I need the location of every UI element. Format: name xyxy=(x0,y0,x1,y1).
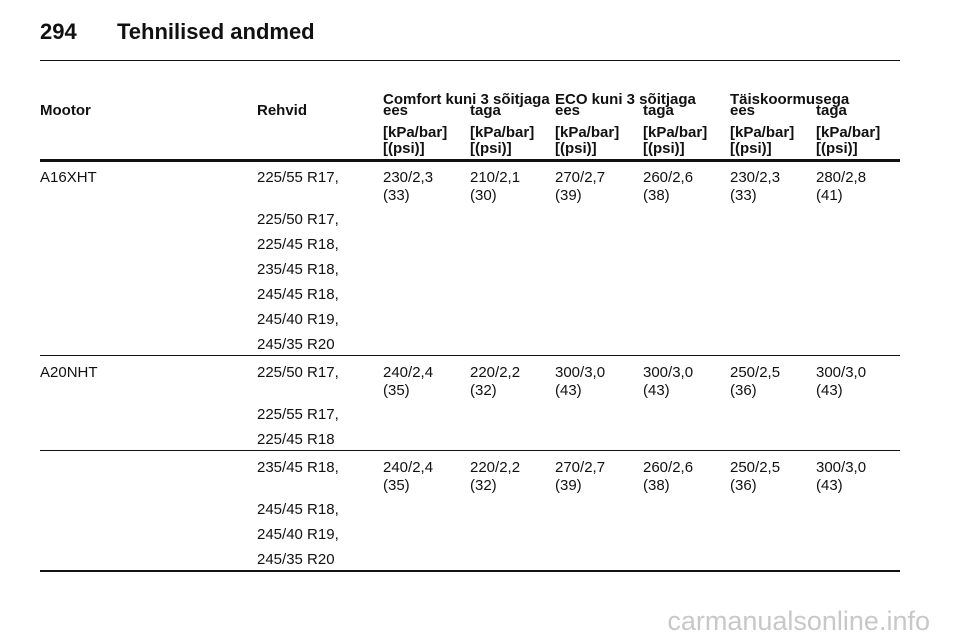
tyre-size: 245/40 R19, xyxy=(257,311,339,328)
column-header: Mootor xyxy=(40,102,91,119)
engine: A16XHT xyxy=(40,169,97,186)
tyre-size: 225/45 R18 xyxy=(257,431,335,448)
pressure: (43) xyxy=(643,382,670,399)
group-header: Täiskoormusega xyxy=(730,91,850,108)
row-rule xyxy=(40,450,900,451)
unit-label: [kPa/bar] xyxy=(730,124,795,141)
header-rule xyxy=(40,159,900,162)
group-header: ECO kuni 3 sõitjaga xyxy=(555,91,696,108)
group-header: Comfort kuni 3 sõitjaga xyxy=(383,91,550,108)
pressure: (32) xyxy=(470,477,497,494)
pressure: (35) xyxy=(383,382,410,399)
pressure: 300/3,0 xyxy=(816,364,867,381)
pressure: 300/3,0 xyxy=(816,459,867,476)
pressure: 240/2,4 xyxy=(383,364,434,381)
page-number: 294 xyxy=(40,19,77,44)
tyre-size: 235/45 R18, xyxy=(257,459,339,476)
column-header: ees xyxy=(555,102,581,119)
page-title: Tehnilised andmed xyxy=(117,19,315,44)
pressure: (36) xyxy=(730,477,757,494)
tyre-size: 225/50 R17, xyxy=(257,364,339,381)
pressure: 210/2,1 xyxy=(470,169,521,186)
column-header: taga xyxy=(643,102,674,119)
unit-label: [(psi)] xyxy=(470,140,512,157)
pressure: (33) xyxy=(383,187,410,204)
pressure: 270/2,7 xyxy=(555,169,606,186)
column-header: ees xyxy=(383,102,409,119)
unit-label: [(psi)] xyxy=(816,140,858,157)
column-header: taga xyxy=(470,102,501,119)
pressure: (33) xyxy=(730,187,757,204)
pressure: 260/2,6 xyxy=(643,459,694,476)
unit-label: [kPa/bar] xyxy=(643,124,708,141)
tyre-size: 245/45 R18, xyxy=(257,501,339,518)
unit-label: [kPa/bar] xyxy=(470,124,535,141)
unit-label: [(psi)] xyxy=(730,140,772,157)
pressure: (39) xyxy=(555,187,582,204)
unit-label: [(psi)] xyxy=(555,140,597,157)
pressure: 250/2,5 xyxy=(730,364,781,381)
column-header: ees xyxy=(730,102,756,119)
pressure: 220/2,2 xyxy=(470,364,521,381)
pressure: (36) xyxy=(730,382,757,399)
unit-label: [kPa/bar] xyxy=(816,124,881,141)
engine: A20NHT xyxy=(40,364,98,381)
pressure: (43) xyxy=(555,382,582,399)
tyre-size: 245/45 R18, xyxy=(257,286,339,303)
tyre-size: 225/55 R17, xyxy=(257,406,339,423)
pressure: (30) xyxy=(470,187,497,204)
pressure: (39) xyxy=(555,477,582,494)
pressure: 260/2,6 xyxy=(643,169,694,186)
pressure: (38) xyxy=(643,477,670,494)
tyre-size: 225/55 R17, xyxy=(257,169,339,186)
pressure: (43) xyxy=(816,477,843,494)
pressure: 300/3,0 xyxy=(643,364,694,381)
pressure: 270/2,7 xyxy=(555,459,606,476)
pressure: (35) xyxy=(383,477,410,494)
unit-label: [kPa/bar] xyxy=(383,124,448,141)
pressure: 230/2,3 xyxy=(383,169,434,186)
unit-label: [(psi)] xyxy=(383,140,425,157)
tyre-size: 225/45 R18, xyxy=(257,236,339,253)
pressure: 240/2,4 xyxy=(383,459,434,476)
tyre-size: 235/45 R18, xyxy=(257,261,339,278)
pressure: 280/2,8 xyxy=(816,169,867,186)
unit-label: [(psi)] xyxy=(643,140,685,157)
unit-label: [kPa/bar] xyxy=(555,124,620,141)
pressure: 300/3,0 xyxy=(555,364,606,381)
pressure: 250/2,5 xyxy=(730,459,781,476)
pressure: (32) xyxy=(470,382,497,399)
pressure: (41) xyxy=(816,187,843,204)
pressure: (38) xyxy=(643,187,670,204)
column-header: taga xyxy=(816,102,847,119)
column-header: Rehvid xyxy=(257,102,308,119)
pressure: 220/2,2 xyxy=(470,459,521,476)
tyre-size: 245/40 R19, xyxy=(257,526,339,543)
row-rule xyxy=(40,570,900,572)
watermark: carmanualsonline.info xyxy=(667,606,930,636)
tyre-size: 245/35 R20 xyxy=(257,336,335,353)
tyre-size: 245/35 R20 xyxy=(257,551,335,568)
pressure: (43) xyxy=(816,382,843,399)
pressure: 230/2,3 xyxy=(730,169,781,186)
row-rule xyxy=(40,355,900,356)
header-rule xyxy=(40,60,900,61)
tyre-size: 225/50 R17, xyxy=(257,211,339,228)
